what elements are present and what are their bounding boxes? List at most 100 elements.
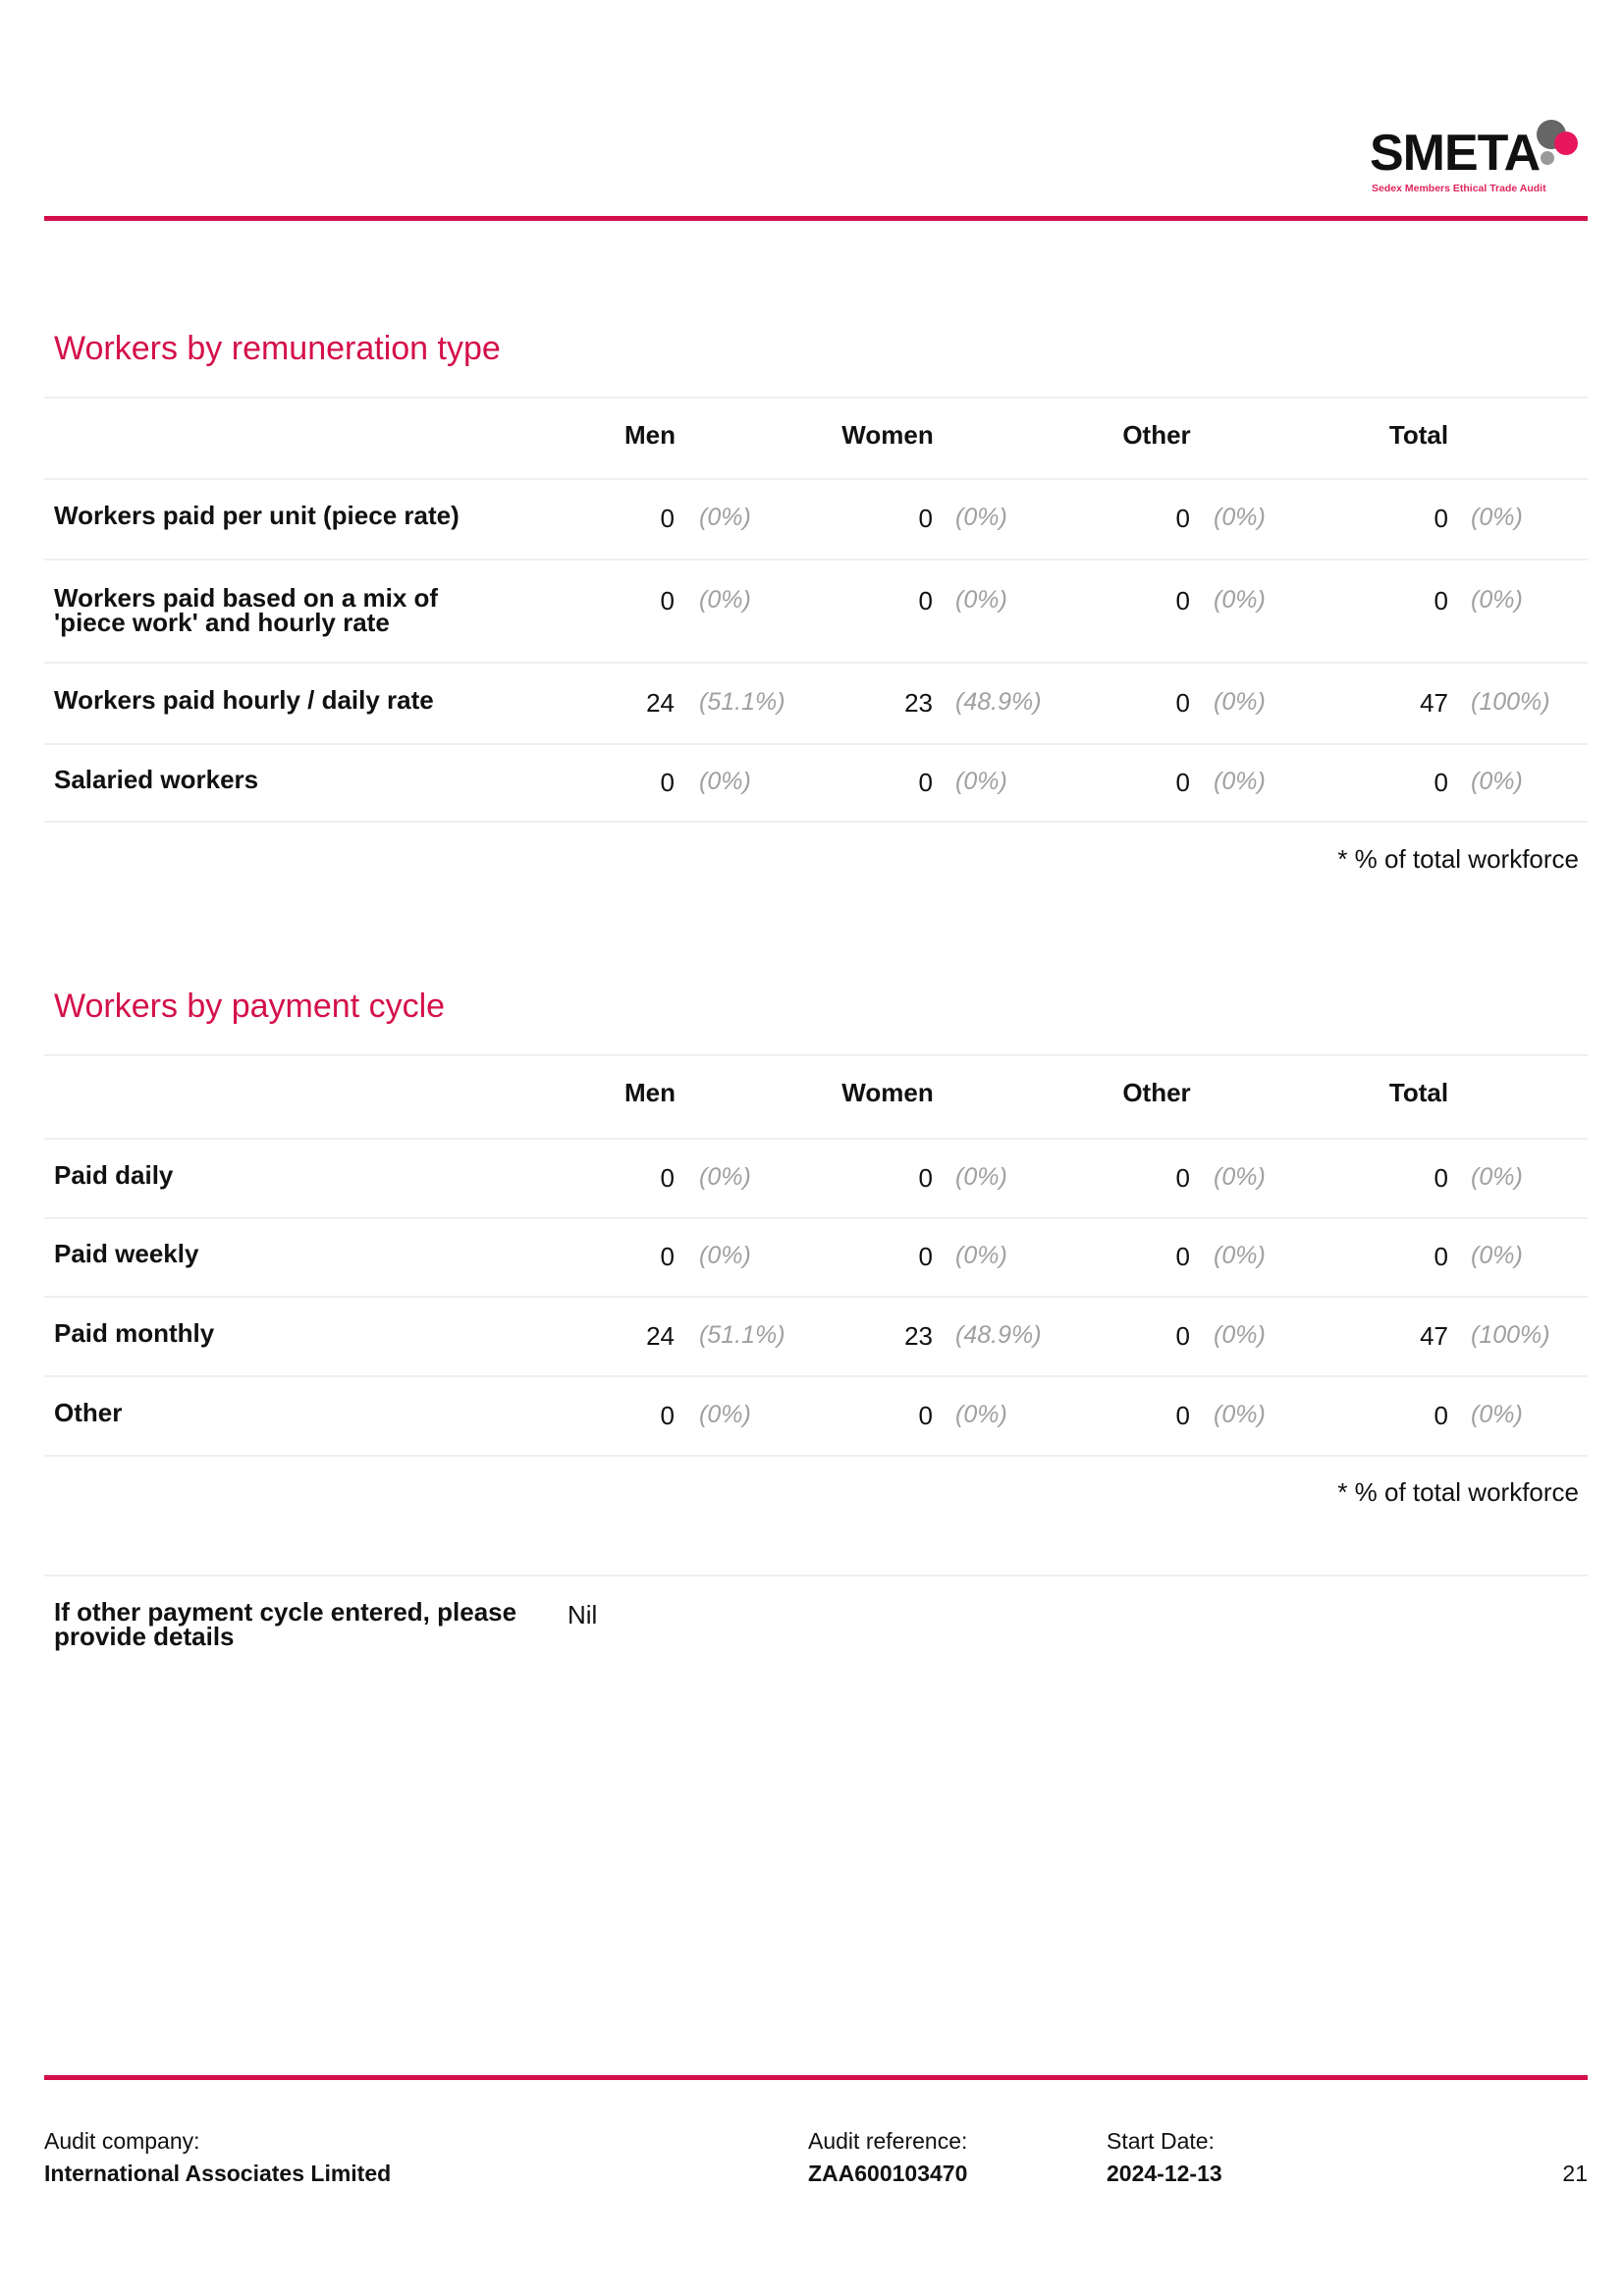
column-header-women: Women	[841, 1078, 934, 1107]
other-details-value: Nil	[568, 1600, 598, 1629]
cell-count: 0	[918, 1400, 933, 1430]
cell-percent: (0%)	[955, 1162, 1007, 1191]
cell-count: 0	[660, 1400, 675, 1430]
cell-count: 0	[1175, 504, 1190, 533]
divider	[44, 1575, 1588, 1576]
cell-count: 24	[646, 1320, 675, 1351]
cell-count: 0	[1434, 586, 1448, 615]
cell-percent: (51.1%)	[699, 1320, 785, 1349]
row-divider	[44, 743, 1588, 745]
cell-percent: (0%)	[1471, 1242, 1523, 1269]
cell-count: 0	[918, 586, 933, 615]
cell-percent: (0%)	[955, 1242, 1007, 1269]
cell-count: 0	[660, 586, 675, 615]
cell-percent: (0%)	[1214, 1400, 1266, 1428]
row-label: Salaried workers	[54, 764, 259, 794]
cell-percent: (48.9%)	[955, 1320, 1042, 1349]
logo-dot-pink	[1554, 132, 1578, 155]
cell-count: 0	[1434, 1400, 1448, 1430]
cell-percent: (0%)	[699, 586, 751, 614]
cell-count: 23	[904, 1320, 933, 1351]
table-bottom-border	[44, 821, 1588, 823]
row-divider	[44, 1375, 1588, 1377]
cell-percent: (100%)	[1471, 687, 1550, 716]
cell-percent: (0%)	[699, 1400, 751, 1428]
cell-count: 0	[1175, 586, 1190, 615]
table-top-border	[44, 1054, 1588, 1056]
cell-count: 0	[660, 1162, 675, 1193]
row-label: Other	[54, 1397, 123, 1427]
cell-percent: (0%)	[699, 1162, 751, 1191]
cell-count: 0	[1434, 1162, 1448, 1193]
row-divider	[44, 1296, 1588, 1298]
audit-reference-label: Audit reference:	[808, 2128, 968, 2154]
cell-percent: (0%)	[699, 1242, 751, 1269]
cell-count: 0	[918, 1242, 933, 1271]
cell-count: 0	[1175, 1162, 1190, 1193]
row-label: Workers paid based on a mix of 'piece wo…	[54, 583, 439, 637]
cell-count: 47	[1420, 687, 1448, 718]
cell-percent: (100%)	[1471, 1320, 1550, 1349]
cell-count: 0	[660, 1242, 675, 1271]
cell-count: 0	[1434, 767, 1448, 797]
cell-count: 0	[1175, 767, 1190, 797]
cell-count: 0	[1434, 504, 1448, 533]
row-label: Workers paid hourly / daily rate	[54, 684, 434, 715]
row-label: Workers paid per unit (piece rate)	[54, 501, 460, 530]
column-header-women: Women	[841, 420, 934, 450]
cell-percent: (0%)	[1214, 586, 1266, 614]
cell-percent: (48.9%)	[955, 687, 1042, 716]
cell-count: 0	[660, 767, 675, 797]
cell-count: 0	[1175, 1242, 1190, 1271]
cell-count: 0	[918, 1162, 933, 1193]
logo-tagline: Sedex Members Ethical Trade Audit	[1372, 183, 1546, 194]
cell-percent: (0%)	[955, 586, 1007, 614]
column-header-men: Men	[624, 1078, 676, 1107]
row-divider	[44, 478, 1588, 480]
column-header-total: Total	[1388, 1078, 1449, 1107]
audit-reference-value: ZAA600103470	[808, 2161, 968, 2186]
cell-percent: (0%)	[1214, 767, 1266, 795]
column-header-men: Men	[624, 420, 676, 450]
row-divider	[44, 1138, 1588, 1140]
cell-percent: (0%)	[1214, 504, 1266, 531]
column-header-other: Other	[1122, 1078, 1191, 1107]
row-divider	[44, 662, 1588, 664]
header-rule	[44, 216, 1588, 221]
row-divider	[44, 559, 1588, 561]
cell-percent: (0%)	[955, 767, 1007, 795]
start-date-label: Start Date:	[1107, 2128, 1215, 2154]
cell-percent: (0%)	[1214, 687, 1266, 716]
row-label: Paid weekly	[54, 1239, 199, 1268]
cell-percent: (0%)	[1471, 1400, 1523, 1428]
cell-percent: (0%)	[1471, 767, 1523, 795]
audit-company-value: International Associates Limited	[44, 2161, 392, 2186]
cell-count: 0	[660, 504, 675, 533]
cell-percent: (0%)	[1214, 1320, 1266, 1349]
logo-text: SMETA	[1370, 125, 1541, 182]
cell-percent: (0%)	[699, 504, 751, 531]
cell-count: 23	[904, 687, 933, 718]
cell-percent: (0%)	[1471, 504, 1523, 531]
cell-count: 0	[918, 767, 933, 797]
row-divider	[44, 1217, 1588, 1219]
cell-count: 24	[646, 687, 675, 718]
cell-percent: (0%)	[699, 767, 751, 795]
cell-count: 47	[1420, 1320, 1448, 1351]
payment-cycle-footnote: * % of total workforce	[1337, 1477, 1579, 1507]
cell-count: 0	[1175, 687, 1190, 718]
other-details-label: If other payment cycle entered, please p…	[54, 1597, 517, 1651]
cell-percent: (0%)	[955, 504, 1007, 531]
row-label: Paid monthly	[54, 1317, 215, 1348]
section-title-remuneration: Workers by remuneration type	[54, 330, 501, 367]
cell-percent: (0%)	[1471, 1162, 1523, 1191]
footer-rule	[44, 2075, 1588, 2080]
column-header-total: Total	[1388, 420, 1449, 450]
cell-percent: (0%)	[955, 1400, 1007, 1428]
cell-percent: (51.1%)	[699, 687, 785, 716]
remuneration-footnote: * % of total workforce	[1337, 844, 1579, 874]
cell-percent: (0%)	[1214, 1242, 1266, 1269]
audit-company-label: Audit company:	[44, 2128, 200, 2154]
column-header-other: Other	[1122, 420, 1191, 450]
smeta-logo: SMETA Sedex Members Ethical Trade Audit	[1370, 120, 1586, 200]
